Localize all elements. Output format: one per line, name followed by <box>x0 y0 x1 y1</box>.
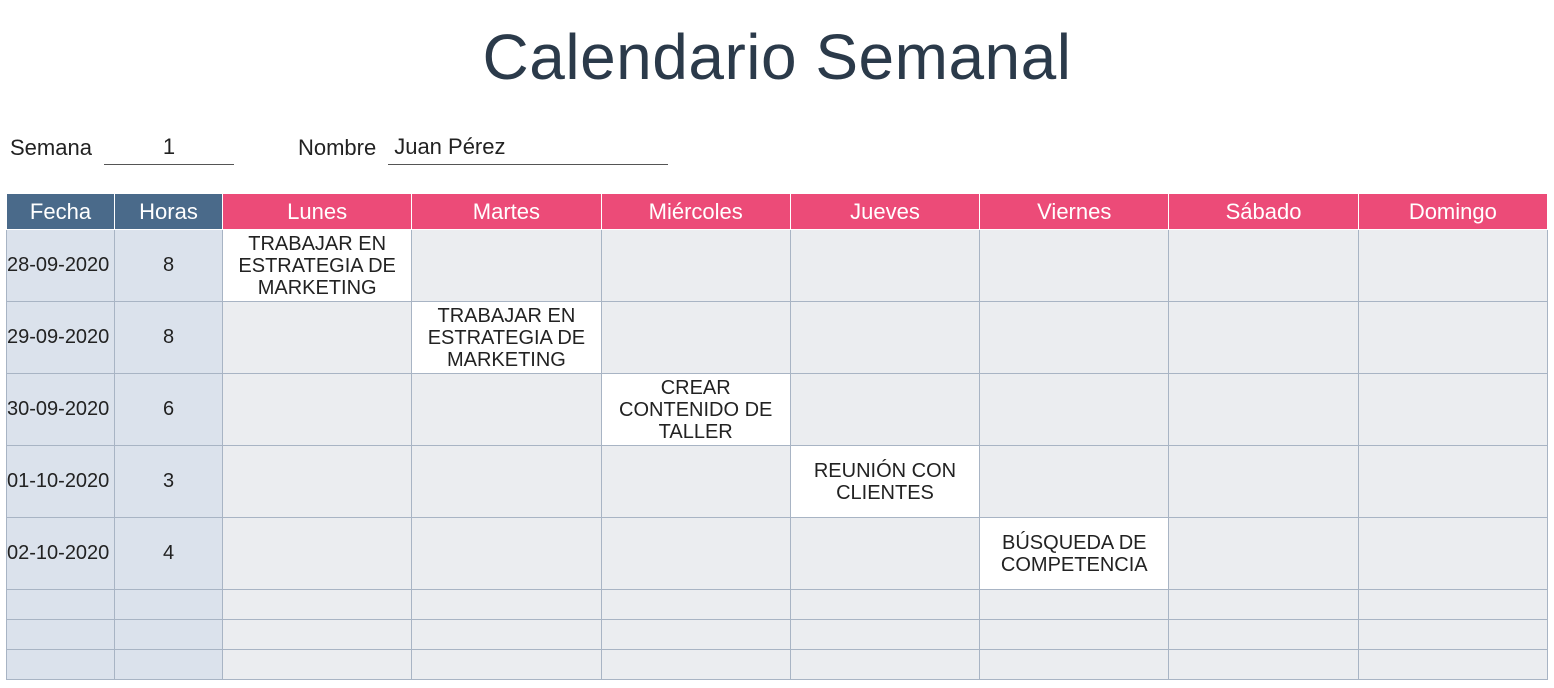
day-cell[interactable] <box>790 230 979 302</box>
day-cell[interactable] <box>790 518 979 590</box>
day-cell[interactable]: TRABAJAR EN ESTRATEGIA DE MARKETING <box>223 230 412 302</box>
week-label: Semana <box>10 135 92 165</box>
day-cell[interactable] <box>790 620 979 650</box>
name-label: Nombre <box>298 135 376 165</box>
day-cell[interactable] <box>1169 590 1358 620</box>
header-row: Fecha Horas Lunes Martes Miércoles Jueve… <box>7 194 1548 230</box>
day-cell[interactable] <box>412 620 601 650</box>
col-header-date: Fecha <box>7 194 115 230</box>
day-cell[interactable] <box>412 446 601 518</box>
day-cell[interactable] <box>1358 650 1547 680</box>
date-cell[interactable] <box>7 650 115 680</box>
day-cell[interactable] <box>412 230 601 302</box>
day-cell[interactable] <box>980 620 1169 650</box>
col-header-day: Domingo <box>1358 194 1547 230</box>
col-header-hours: Horas <box>115 194 223 230</box>
name-value[interactable]: Juan Pérez <box>388 134 668 165</box>
table-row: 01-10-20203 REUNIÓN CON CLIENTES <box>7 446 1548 518</box>
col-header-day: Lunes <box>223 194 412 230</box>
date-cell[interactable]: 28-09-2020 <box>7 230 115 302</box>
hours-cell[interactable] <box>115 650 223 680</box>
day-cell[interactable]: BÚSQUEDA DE COMPETENCIA <box>980 518 1169 590</box>
hours-cell[interactable]: 4 <box>115 518 223 590</box>
day-cell[interactable] <box>980 230 1169 302</box>
day-cell[interactable] <box>1169 230 1358 302</box>
day-cell[interactable] <box>223 518 412 590</box>
day-cell[interactable] <box>980 650 1169 680</box>
col-header-day: Sábado <box>1169 194 1358 230</box>
date-cell[interactable]: 02-10-2020 <box>7 518 115 590</box>
date-cell[interactable]: 29-09-2020 <box>7 302 115 374</box>
day-cell[interactable] <box>1358 620 1547 650</box>
col-header-day: Miércoles <box>601 194 790 230</box>
day-cell[interactable] <box>980 374 1169 446</box>
day-cell[interactable] <box>1358 302 1547 374</box>
meta-row: Semana 1 Nombre Juan Pérez <box>10 134 1548 165</box>
day-cell[interactable] <box>412 650 601 680</box>
week-value[interactable]: 1 <box>104 134 234 165</box>
day-cell[interactable] <box>790 590 979 620</box>
day-cell[interactable] <box>223 302 412 374</box>
day-cell[interactable] <box>412 374 601 446</box>
day-cell[interactable] <box>1358 518 1547 590</box>
day-cell[interactable] <box>601 590 790 620</box>
day-cell[interactable] <box>601 302 790 374</box>
hours-cell[interactable]: 6 <box>115 374 223 446</box>
day-cell[interactable] <box>790 374 979 446</box>
day-cell[interactable] <box>223 446 412 518</box>
hours-cell[interactable] <box>115 620 223 650</box>
day-cell[interactable] <box>223 650 412 680</box>
day-cell[interactable] <box>601 446 790 518</box>
hours-cell[interactable]: 8 <box>115 230 223 302</box>
date-cell[interactable]: 30-09-2020 <box>7 374 115 446</box>
day-cell[interactable] <box>1169 446 1358 518</box>
day-cell[interactable] <box>601 230 790 302</box>
day-cell[interactable] <box>1169 518 1358 590</box>
day-cell[interactable] <box>1169 302 1358 374</box>
page-title: Calendario Semanal <box>6 20 1548 94</box>
day-cell[interactable] <box>980 302 1169 374</box>
day-cell[interactable]: TRABAJAR EN ESTRATEGIA DE MARKETING <box>412 302 601 374</box>
day-cell[interactable] <box>1358 590 1547 620</box>
day-cell[interactable] <box>790 650 979 680</box>
date-cell[interactable] <box>7 620 115 650</box>
day-cell[interactable] <box>1169 620 1358 650</box>
col-header-day: Martes <box>412 194 601 230</box>
day-cell[interactable] <box>1358 446 1547 518</box>
hours-cell[interactable] <box>115 590 223 620</box>
day-cell[interactable] <box>412 590 601 620</box>
day-cell[interactable] <box>601 650 790 680</box>
day-cell[interactable] <box>1358 374 1547 446</box>
table-row <box>7 620 1548 650</box>
day-cell[interactable] <box>223 374 412 446</box>
day-cell[interactable] <box>601 620 790 650</box>
date-cell[interactable]: 01-10-2020 <box>7 446 115 518</box>
day-cell[interactable] <box>1169 650 1358 680</box>
hours-cell[interactable]: 3 <box>115 446 223 518</box>
table-row: 30-09-20206 CREAR CONTENIDO DE TALLER <box>7 374 1548 446</box>
day-cell[interactable] <box>223 620 412 650</box>
day-cell[interactable] <box>790 302 979 374</box>
day-cell[interactable] <box>1169 374 1358 446</box>
table-row: 28-09-20208TRABAJAR EN ESTRATEGIA DE MAR… <box>7 230 1548 302</box>
col-header-day: Jueves <box>790 194 979 230</box>
day-cell[interactable]: REUNIÓN CON CLIENTES <box>790 446 979 518</box>
date-cell[interactable] <box>7 590 115 620</box>
day-cell[interactable] <box>601 518 790 590</box>
table-row: 29-09-20208 TRABAJAR EN ESTRATEGIA DE MAR… <box>7 302 1548 374</box>
calendar-table: Fecha Horas Lunes Martes Miércoles Jueve… <box>6 193 1548 680</box>
day-cell[interactable] <box>412 518 601 590</box>
table-row <box>7 590 1548 620</box>
hours-cell[interactable]: 8 <box>115 302 223 374</box>
table-row <box>7 650 1548 680</box>
day-cell[interactable] <box>980 590 1169 620</box>
table-row: 02-10-20204 BÚSQUEDA DE COMPETENCIA <box>7 518 1548 590</box>
day-cell[interactable]: CREAR CONTENIDO DE TALLER <box>601 374 790 446</box>
day-cell[interactable] <box>223 590 412 620</box>
day-cell[interactable] <box>980 446 1169 518</box>
day-cell[interactable] <box>1358 230 1547 302</box>
col-header-day: Viernes <box>980 194 1169 230</box>
